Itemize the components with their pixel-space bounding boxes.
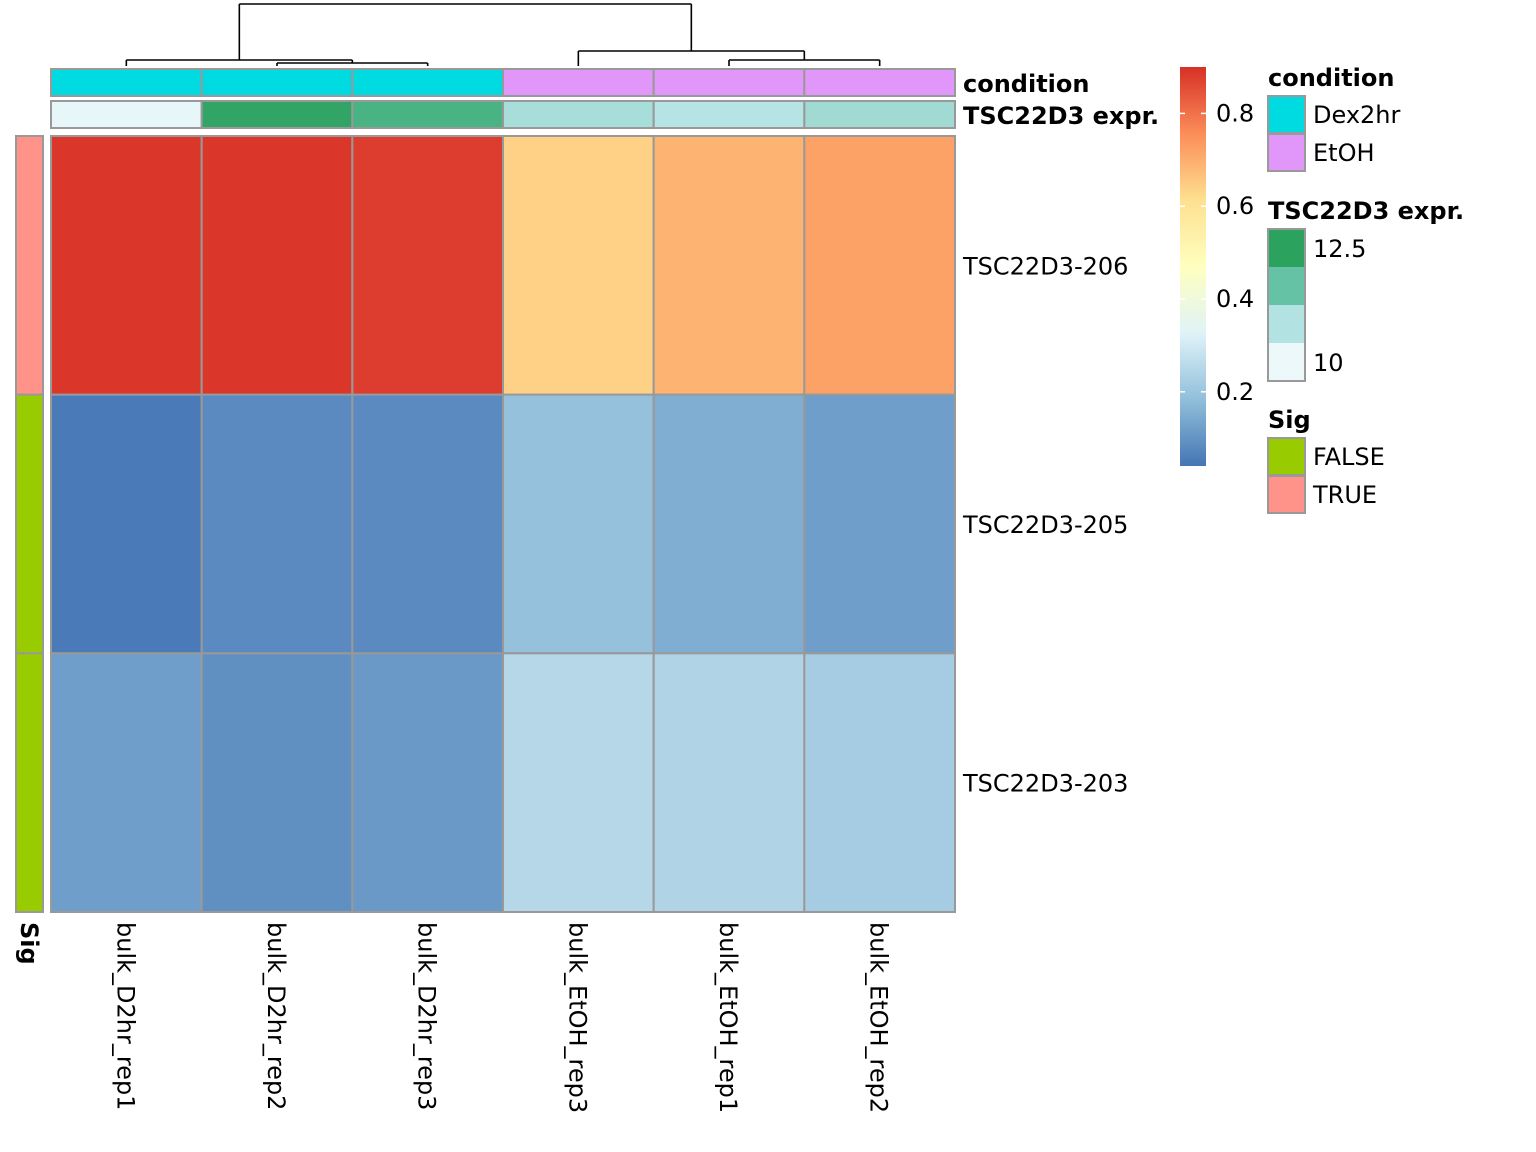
row-label: TSC22D3-203 [962,770,1128,798]
legend-title-expr: TSC22D3 expr. [1268,197,1464,225]
expr-cell [200,100,354,129]
legend-label-expr: 10 [1313,349,1344,377]
color-scale-tick-label: 0.6 [1216,192,1254,220]
column-label: bulk_EtOH_rep2 [865,922,893,1113]
column-label: bulk_EtOH_rep3 [563,922,591,1113]
heatmap-cell [50,135,203,396]
expr-cell [502,100,655,129]
sig-cell [15,393,44,655]
legend-swatch-condition [1267,95,1306,134]
legend-swatch-sig [1267,437,1306,476]
legend-swatch-condition [1267,133,1306,172]
legend-label-sig: TRUE [1312,481,1377,509]
heatmap-cell [803,393,956,655]
legend-label-expr: 12.5 [1313,235,1366,263]
column-dendrogram [125,3,881,66]
condition-cell [803,68,956,97]
annotation-label-expr: TSC22D3 expr. [963,102,1159,130]
column-labels: bulk_D2hr_rep1 bulk_D2hr_rep2 bulk_D2hr_re… [111,922,892,1113]
heatmap-cells [50,135,956,913]
annotation-label-condition: condition [963,70,1089,98]
column-label: bulk_D2hr_rep1 [111,922,139,1110]
condition-cell [652,68,806,97]
heatmap-cell [200,393,354,655]
column-label: bulk_D2hr_rep3 [413,922,441,1110]
expr-cell [50,100,203,129]
legend-label-condition: EtOH [1313,139,1375,167]
expr-cell [351,100,505,129]
legend-label-condition: Dex2hr [1313,101,1401,129]
color-scale-bar [1180,67,1206,466]
color-scale-tick-label: 0.8 [1216,99,1254,127]
heatmap-cell [502,652,655,913]
legend-box-expr [1267,228,1306,382]
heatmap-cell [50,393,203,655]
heatmap-cell [502,135,655,396]
row-label: TSC22D3-206 [962,252,1128,280]
row-label: TSC22D3-205 [962,511,1128,539]
legend-swatch-sig [1267,475,1306,514]
condition-cell [502,68,655,97]
legend-swatch-expr [1268,343,1305,381]
heatmap-cell [50,652,203,913]
color-scale-tick-label: 0.4 [1216,285,1254,313]
legend-label-sig: FALSE [1313,443,1385,471]
condition-cell [200,68,354,97]
row-labels: TSC22D3-206 TSC22D3-205 TSC22D3-203 [962,252,1128,797]
legend-title-sig: Sig [1268,406,1311,434]
heatmap-cell [502,393,655,655]
column-label: bulk_EtOH_rep1 [714,922,742,1113]
heatmap-cell [351,393,505,655]
heatmap-cell [652,135,806,396]
color-scale-tick-label: 0.2 [1216,378,1254,406]
heatmap-cell [652,652,806,913]
heatmap-cell [200,135,354,396]
legend-swatch-expr [1268,305,1305,343]
legends: 0.2 0.4 0.6 0.8 condition Dex2hr EtOH TSC22D3 e… [1180,64,1464,514]
heatmap-cell [652,393,806,655]
heatmap-cell [351,652,505,913]
column-annotations: condition TSC22D3 expr. [50,68,1159,130]
legend-swatch-expr [1268,229,1305,267]
heatmap-cell [803,135,956,396]
sig-cell [15,135,44,396]
legend-swatch-expr [1268,267,1305,305]
heatmap-cell [803,652,956,913]
expr-cell [803,100,956,129]
heatmap-cell [351,135,505,396]
expr-cell [652,100,806,129]
condition-cell [50,68,203,97]
annotation-label-sig: Sig [15,922,43,965]
row-annotations: Sig [15,135,44,965]
heatmap-cell [200,652,354,913]
legend-title-condition: condition [1268,64,1394,92]
sig-cell [15,652,44,913]
condition-cell [351,68,505,97]
column-label: bulk_D2hr_rep2 [262,922,290,1110]
